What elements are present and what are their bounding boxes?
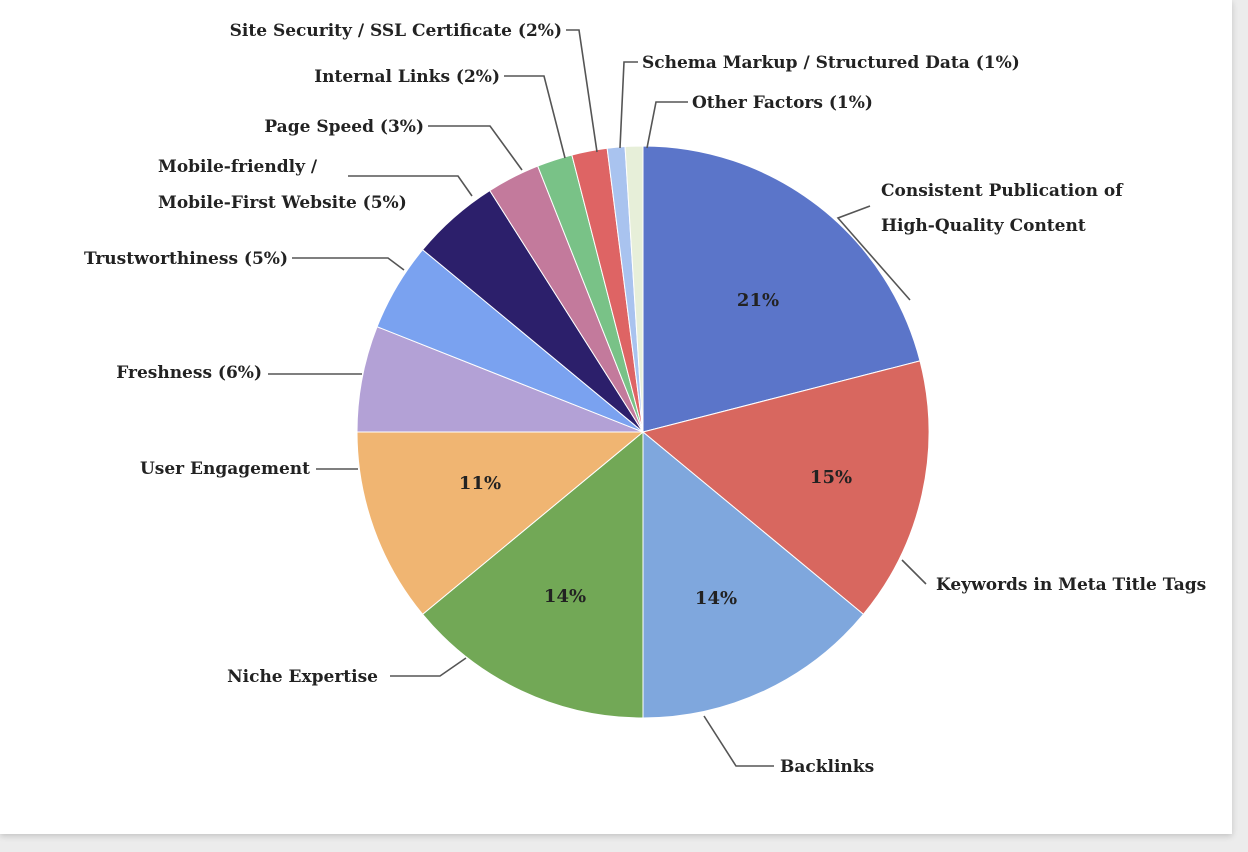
- pie-slice-keywords-in-meta-title-tags: [641, 360, 930, 616]
- slice-label-other-factors-1: Other Factors (1%): [692, 93, 873, 113]
- pie-slice-consistent-publication-of-high-quality-content: [642, 145, 921, 433]
- pie-slice-user-engagement: [356, 431, 645, 616]
- leader-line-schema-markup-structured-data-1: [619, 61, 638, 149]
- pie-chart: Consistent Publication of High-Quality Co…: [84, 21, 1206, 777]
- slice-label-trustworthiness-5: Trustworthiness (5%): [84, 249, 288, 269]
- leader-line-page-speed-3: [428, 125, 523, 171]
- slice-label-mobile-friendly-mobile-first-website-5-line-1: Mobile-friendly /: [158, 157, 318, 177]
- slice-label-user-engagement: User Engagement: [140, 459, 310, 479]
- data-label-consistent-publication-of-high-quality-content: 21%: [737, 290, 779, 311]
- pie-slice-backlinks: [642, 430, 865, 719]
- slice-label-freshness-6: Freshness (6%): [116, 363, 262, 383]
- slice-label-internal-links-2: Internal Links (2%): [314, 67, 500, 87]
- leader-line-internal-links-2: [504, 75, 566, 159]
- chart-card: Consistent Publication of High-Quality Co…: [0, 0, 1232, 834]
- slice-label-niche-expertise: Niche Expertise: [227, 667, 378, 687]
- leader-line-niche-expertise: [390, 657, 467, 677]
- slice-label-site-security-ssl-certificate-2: Site Security / SSL Certificate (2%): [230, 21, 562, 41]
- leader-line-consistent-publication-of-high-quality-content: [836, 205, 911, 301]
- slice-label-keywords-in-meta-title-tags: Keywords in Meta Title Tags: [936, 575, 1206, 595]
- data-label-keywords-in-meta-title-tags: 15%: [810, 467, 852, 488]
- pie-slice-niche-expertise: [421, 430, 644, 719]
- slice-label-consistent-publication-of-high-quality-content-line-1: Consistent Publication of: [881, 181, 1124, 201]
- pie-slice-other-factors-1: [624, 145, 644, 433]
- data-label-backlinks: 14%: [695, 588, 737, 609]
- slice-label-consistent-publication-of-high-quality-content-line-2: High-Quality Content: [881, 216, 1086, 236]
- leader-line-mobile-friendly-mobile-first-website-5: [348, 175, 473, 197]
- leader-line-site-security-ssl-certificate-2: [566, 29, 598, 153]
- leader-line-other-factors-1: [646, 101, 688, 149]
- leader-line-keywords-in-meta-title-tags: [901, 559, 927, 585]
- leader-line-trustworthiness-5: [292, 257, 405, 271]
- data-label-user-engagement: 11%: [459, 473, 501, 494]
- slice-label-backlinks: Backlinks: [780, 757, 874, 777]
- leader-line-backlinks: [703, 715, 774, 767]
- slice-label-page-speed-3: Page Speed (3%): [264, 117, 424, 137]
- data-label-niche-expertise: 14%: [544, 586, 586, 607]
- slice-label-mobile-friendly-mobile-first-website-5-line-2: Mobile-First Website (5%): [158, 193, 407, 213]
- slice-label-schema-markup-structured-data-1: Schema Markup / Structured Data (1%): [642, 53, 1020, 73]
